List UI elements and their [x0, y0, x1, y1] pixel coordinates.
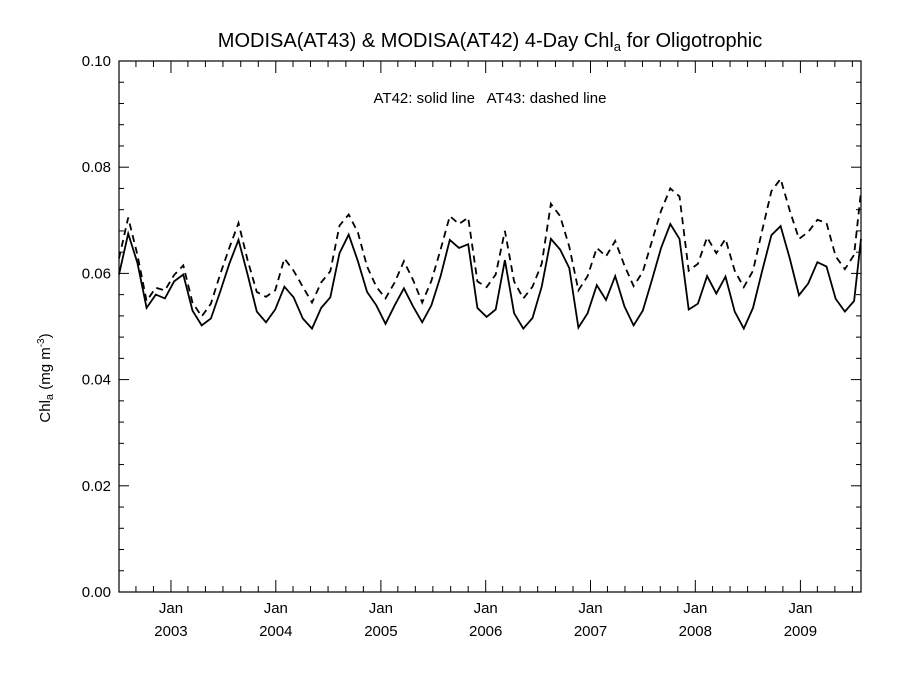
x-tick-month-label: Jan [578, 600, 602, 617]
plot-frame [118, 60, 862, 593]
x-tick-year-label: 2008 [679, 623, 712, 640]
plot-area: 0.00 0.02 0.04 0.06 0.08 0.10 Jan 2003 Jan 2004 Ja… [82, 53, 862, 640]
chart-title: MODISA(AT43) & MODISA(AT42) 4-Day Chla f… [119, 30, 861, 54]
series-line-at42 [118, 221, 862, 331]
x-tick-month-label: Jan [788, 600, 812, 617]
y-tick-label: 0.02 [82, 478, 111, 495]
x-tick-month-label: Jan [369, 600, 393, 617]
x-tick-month-label: Jan [159, 600, 183, 617]
x-tick-year-label: 2009 [784, 623, 817, 640]
x-tick-year-label: 2005 [364, 623, 397, 640]
x-tick-month-label: Jan [264, 600, 288, 617]
y-tick-label: 0.04 [82, 372, 111, 389]
x-tick-year-label: 2006 [469, 623, 502, 640]
chart-title-subscript: a [613, 39, 622, 54]
chart-title-suffix: for Oligotrophic [621, 30, 763, 52]
x-tick-month-label: Jan [683, 600, 707, 617]
y-tick-label: 0.00 [82, 584, 111, 601]
x-tick-month-label: Jan [474, 600, 498, 617]
chart-title-main: MODISA(AT43) & MODISA(AT42) 4-Day Chl [217, 30, 614, 52]
y-tick-label: 0.08 [82, 159, 111, 176]
series-legend-annotation: AT42: solid line AT43: dashed line [373, 90, 607, 107]
series-line-at43 [118, 176, 862, 318]
y-tick-label: 0.06 [82, 265, 111, 282]
x-tick-year-label: 2004 [259, 623, 292, 640]
y-tick-label: 0.10 [82, 53, 111, 70]
x-tick-year-label: 2007 [574, 623, 607, 640]
x-tick-year-label: 2003 [154, 623, 187, 640]
